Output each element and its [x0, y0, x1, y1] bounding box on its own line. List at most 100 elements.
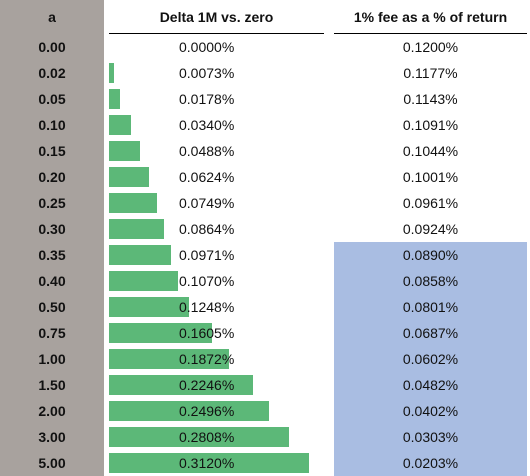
header-delta[interactable]: Delta 1M vs. zero	[159, 9, 274, 25]
table-row: 0.40 0.1070% 0.0858%	[0, 268, 530, 294]
cell-a-value[interactable]: 0.20	[0, 164, 104, 190]
table-row: 0.25 0.0749% 0.0961%	[0, 190, 530, 216]
table-row: 0.75 0.1605% 0.0687%	[0, 320, 530, 346]
cell-delta[interactable]: 0.1070%	[109, 268, 324, 294]
cell-delta[interactable]: 0.0000%	[109, 34, 324, 60]
table-row: 0.05 0.0178% 0.1143%	[0, 86, 530, 112]
cell-fee-value[interactable]: 0.1001%	[402, 169, 459, 185]
data-bar	[109, 401, 269, 421]
data-bar	[109, 453, 309, 473]
data-bar	[109, 427, 289, 447]
data-bar	[109, 375, 253, 395]
cell-fee-value[interactable]: 0.1143%	[403, 91, 458, 107]
cell-delta-value: 0.0000%	[179, 39, 235, 55]
table-row: 0.10 0.0340% 0.1091%	[0, 112, 530, 138]
cell-delta-value: 0.0073%	[179, 65, 235, 81]
data-bar	[109, 167, 149, 187]
cell-a-value[interactable]: 0.40	[0, 268, 104, 294]
cell-delta[interactable]: 0.0073%	[109, 60, 324, 86]
table-row: 1.50 0.2246% 0.0482%	[0, 372, 530, 398]
data-bar	[109, 349, 229, 369]
table-body: 0.00 0.0000% 0.1200% 0.02 0.0073% 0.1177% 0.05…	[0, 34, 530, 476]
data-bar	[109, 193, 157, 213]
table-row: 0.30 0.0864% 0.0924%	[0, 216, 530, 242]
data-bar	[109, 245, 171, 265]
cell-delta[interactable]: 0.0488%	[109, 138, 324, 164]
cell-delta-value: 0.1605%	[179, 325, 235, 341]
cell-fee-value[interactable]: 0.0801%	[334, 294, 527, 320]
cell-delta[interactable]: 0.1872%	[109, 346, 324, 372]
cell-a-value[interactable]: 3.00	[0, 424, 104, 450]
table-row: 5.00 0.3120% 0.0203%	[0, 450, 530, 476]
cell-delta-value: 0.1248%	[179, 299, 235, 315]
table-row: 1.00 0.1872% 0.0602%	[0, 346, 530, 372]
cell-delta[interactable]: 0.1248%	[109, 294, 324, 320]
data-bar	[109, 297, 189, 317]
cell-delta-value: 0.0624%	[179, 169, 235, 185]
cell-a-value[interactable]: 0.35	[0, 242, 104, 268]
cell-a-value[interactable]: 5.00	[0, 450, 104, 476]
cell-a-value[interactable]: 1.50	[0, 372, 104, 398]
cell-fee-value[interactable]: 0.0924%	[402, 221, 459, 237]
cell-delta[interactable]: 0.0749%	[109, 190, 324, 216]
data-bar	[109, 63, 114, 83]
cell-delta[interactable]: 0.1605%	[109, 320, 324, 346]
cell-fee-value[interactable]: 0.1177%	[403, 65, 458, 81]
cell-delta[interactable]: 0.2496%	[109, 398, 324, 424]
cell-delta-value: 0.0864%	[179, 221, 235, 237]
table-row: 0.00 0.0000% 0.1200%	[0, 34, 530, 60]
cell-delta[interactable]: 0.0971%	[109, 242, 324, 268]
cell-a-value[interactable]: 0.25	[0, 190, 104, 216]
cell-delta[interactable]: 0.0864%	[109, 216, 324, 242]
cell-delta-value: 0.1070%	[179, 273, 235, 289]
table-row: 0.02 0.0073% 0.1177%	[0, 60, 530, 86]
data-bar	[109, 271, 178, 291]
table-row: 0.15 0.0488% 0.1044%	[0, 138, 530, 164]
cell-fee-value[interactable]: 0.0961%	[402, 195, 459, 211]
cell-fee-value[interactable]: 0.0858%	[334, 268, 527, 294]
cell-a-value[interactable]: 0.30	[0, 216, 104, 242]
header-fee[interactable]: 1% fee as a % of return	[353, 9, 508, 25]
cell-fee-value[interactable]: 0.0303%	[334, 424, 527, 450]
cell-delta-value: 0.2808%	[179, 429, 235, 445]
cell-delta[interactable]: 0.0178%	[109, 86, 324, 112]
cell-a-value[interactable]: 0.02	[0, 60, 104, 86]
cell-a-value[interactable]: 0.00	[0, 34, 104, 60]
cell-fee-value[interactable]: 0.1044%	[402, 143, 459, 159]
cell-a-value[interactable]: 1.00	[0, 346, 104, 372]
cell-delta[interactable]: 0.2246%	[109, 372, 324, 398]
cell-delta-value: 0.0971%	[179, 247, 235, 263]
data-bar	[109, 89, 120, 109]
header-delta-underline	[109, 33, 324, 34]
cell-delta-value: 0.0178%	[179, 91, 235, 107]
cell-fee-value[interactable]: 0.0890%	[334, 242, 527, 268]
cell-fee-value[interactable]: 0.0203%	[334, 450, 527, 476]
cell-a-value[interactable]: 0.15	[0, 138, 104, 164]
data-bar	[109, 141, 140, 161]
cell-fee-value[interactable]: 0.0687%	[334, 320, 527, 346]
cell-delta-value: 0.0749%	[179, 195, 235, 211]
cell-delta[interactable]: 0.3120%	[109, 450, 324, 476]
cell-a-value[interactable]: 0.10	[0, 112, 104, 138]
table-row: 0.20 0.0624% 0.1001%	[0, 164, 530, 190]
cell-a-value[interactable]: 0.75	[0, 320, 104, 346]
cell-fee-value[interactable]: 0.0482%	[334, 372, 527, 398]
cell-a-value[interactable]: 2.00	[0, 398, 104, 424]
cell-delta[interactable]: 0.2808%	[109, 424, 324, 450]
cell-delta-value: 0.2246%	[179, 377, 235, 393]
cell-delta-value: 0.0488%	[179, 143, 235, 159]
cell-fee-value[interactable]: 0.0602%	[334, 346, 527, 372]
cell-delta-value: 0.1872%	[179, 351, 235, 367]
cell-a-value[interactable]: 0.05	[0, 86, 104, 112]
table-row: 0.50 0.1248% 0.0801%	[0, 294, 530, 320]
cell-delta[interactable]: 0.0340%	[109, 112, 324, 138]
cell-fee-value[interactable]: 0.1091%	[402, 117, 459, 133]
cell-delta-value: 0.0340%	[179, 117, 235, 133]
header-row: a Delta 1M vs. zero 1% fee as a % of ret…	[0, 0, 530, 34]
cell-fee-value[interactable]: 0.1200%	[402, 39, 459, 55]
header-a[interactable]: a	[0, 0, 104, 34]
cell-delta[interactable]: 0.0624%	[109, 164, 324, 190]
cell-fee-value[interactable]: 0.0402%	[334, 398, 527, 424]
table-row: 2.00 0.2496% 0.0402%	[0, 398, 530, 424]
cell-a-value[interactable]: 0.50	[0, 294, 104, 320]
